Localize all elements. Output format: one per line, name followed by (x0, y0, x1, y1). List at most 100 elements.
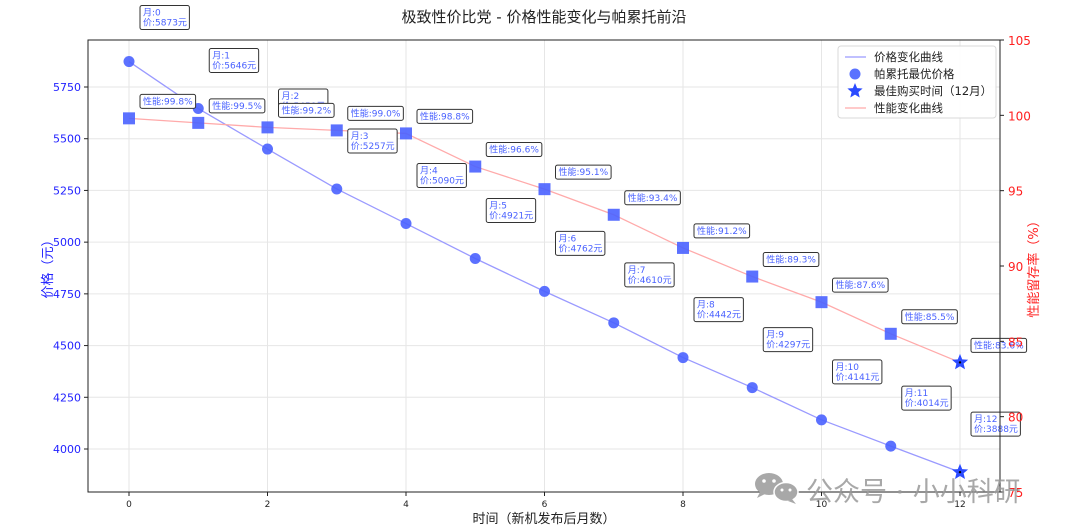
performance-point (123, 112, 135, 125)
svg-text:性能:93.4%: 性能:93.4% (628, 192, 678, 204)
x-tick-label: 4 (403, 500, 409, 510)
svg-text:月:1: 月:1 (212, 51, 230, 62)
price-point (539, 285, 550, 297)
svg-text:价:4762元: 价:4762元 (559, 243, 603, 254)
y-tick-label-left: 5750 (53, 81, 81, 94)
y-tick-label-right: 100 (1008, 109, 1031, 123)
x-tick-label: 2 (265, 500, 271, 510)
annotations: 月:0价:5873元月:1价:5646元月:2价:5450元月:3价:5257元… (139, 5, 1028, 437)
price-annotation: 月:11价:4014元 (901, 385, 952, 411)
svg-text:月:4: 月:4 (420, 166, 438, 177)
svg-text:性能:95.1%: 性能:95.1% (559, 166, 609, 178)
price-annotation: 月:3价:5257元 (347, 128, 398, 154)
performance-point (330, 124, 343, 137)
performance-annotation: 性能:99.0% (347, 105, 404, 121)
performance-annotation: 性能:99.5% (208, 98, 266, 114)
price-point (816, 414, 827, 426)
watermark-text: 公众号 · 小小科研 (806, 477, 1021, 508)
svg-text:月:9: 月:9 (766, 330, 784, 341)
y-tick-label-left: 4500 (53, 340, 81, 353)
price-annotation: 月:9价:4297元 (762, 327, 814, 353)
chart-title: 极致性价比党 - 价格性能变化与帕累托前沿 (402, 8, 687, 26)
svg-text:月:12: 月:12 (974, 414, 998, 425)
svg-text:性能:89.3%: 性能:89.3% (766, 254, 816, 266)
svg-text:月:11: 月:11 (905, 388, 929, 399)
price-point (400, 218, 412, 230)
svg-text:月:5: 月:5 (489, 200, 507, 211)
price-point (262, 143, 273, 155)
y-tick-label-right: 105 (1008, 34, 1031, 48)
price-point (677, 352, 689, 364)
svg-text:月:2: 月:2 (282, 91, 300, 102)
svg-text:价:3888元: 价:3888元 (974, 424, 1018, 435)
legend-item-pareto: 帕累托最优价格 (874, 67, 955, 81)
x-tick-label: 0 (126, 500, 132, 510)
legend-item-best-time: 最佳购买时间（12月） (874, 84, 992, 98)
price-annotation: 月:5价:4921元 (485, 197, 537, 223)
svg-text:性能:99.8%: 性能:99.8% (143, 95, 193, 107)
x-tick-label: 6 (542, 500, 548, 510)
y-axis-label-right: 性能留存率（%） (1026, 214, 1042, 317)
performance-point (469, 160, 482, 173)
y-axis-label-left: 价格（元） (40, 233, 56, 298)
svg-text:性能:99.5%: 性能:99.5% (212, 100, 262, 112)
svg-text:性能:91.2%: 性能:91.2% (697, 225, 747, 237)
svg-text:价:4610元: 价:4610元 (628, 275, 672, 286)
y-tick-label-right: 85 (1008, 335, 1023, 349)
y-tick-label-left: 4000 (53, 443, 81, 456)
performance-annotation: 性能:87.6% (832, 277, 889, 293)
performance-point (815, 296, 828, 309)
svg-text:性能:87.6%: 性能:87.6% (836, 279, 886, 291)
x-tick-label: 12 (954, 500, 965, 510)
legend-item-price-line: 价格变化曲线 (874, 50, 943, 64)
performance-annotation: 性能:83.6% (970, 337, 1028, 353)
price-annotation: 月:7价:4610元 (624, 262, 675, 288)
performance-point (261, 121, 274, 134)
y-tick-label-right: 80 (1008, 411, 1023, 425)
svg-text:价:4921元: 价:4921元 (489, 210, 533, 221)
price-point (469, 252, 481, 264)
performance-point (677, 241, 689, 254)
legend-star-icon (847, 83, 863, 98)
svg-text:价:5257元: 价:5257元 (351, 141, 395, 152)
performance-annotation: 性能:99.8% (139, 93, 197, 109)
svg-text:价:5873元: 价:5873元 (143, 18, 187, 29)
svg-text:月:3: 月:3 (351, 131, 369, 142)
price-annotation: 月:10价:4141元 (832, 359, 883, 385)
y-tick-label-left: 5250 (53, 184, 81, 197)
svg-text:性能:98.8%: 性能:98.8% (420, 110, 470, 122)
performance-point (884, 327, 897, 340)
price-point (608, 317, 620, 329)
svg-text:月:7: 月:7 (628, 265, 646, 276)
y-tick-label-right: 95 (1008, 185, 1023, 199)
price-annotation: 月:4价:5090元 (416, 163, 467, 189)
svg-text:性能:85.5%: 性能:85.5% (905, 311, 955, 323)
svg-text:月:8: 月:8 (697, 300, 715, 311)
wechat-icon (755, 473, 799, 504)
performance-annotation: 性能:93.4% (624, 190, 681, 206)
y-tick-label-right: 75 (1008, 486, 1023, 500)
legend: 价格变化曲线 帕累托最优价格 最佳购买时间（12月） 性能变化曲线 (837, 45, 997, 119)
svg-text:价:5646元: 价:5646元 (212, 61, 256, 72)
axis-ticks: 0 2 4 6 8 10 12 4000 4250 4500 4750 5000 5250 5500 575… (53, 34, 1031, 510)
performance-annotation: 性能:98.8% (416, 108, 474, 124)
price-annotation: 月:0价:5873元 (139, 5, 190, 31)
svg-text:月:6: 月:6 (559, 233, 577, 244)
svg-text:价:4297元: 价:4297元 (766, 340, 810, 351)
svg-text:性能:83.6%: 性能:83.6% (974, 339, 1024, 351)
price-annotation: 月:1价:5646元 (208, 48, 260, 74)
svg-text:价:5090元: 价:5090元 (420, 176, 464, 187)
performance-point (400, 127, 412, 140)
y-tick-label-right: 90 (1008, 260, 1023, 274)
y-tick-label-left: 5500 (53, 133, 81, 146)
price-annotation: 月:8价:4442元 (693, 297, 744, 323)
svg-text:价:4014元: 价:4014元 (905, 398, 949, 409)
price-annotation: 月:12价:3888元 (970, 411, 1021, 437)
legend-item-perf-line: 性能变化曲线 (874, 101, 943, 115)
svg-text:月:10: 月:10 (836, 362, 860, 373)
price-point (746, 382, 758, 394)
svg-text:性能:99.2%: 性能:99.2% (282, 104, 332, 116)
price-point (331, 183, 343, 195)
svg-text:价:4141元: 价:4141元 (836, 372, 880, 383)
